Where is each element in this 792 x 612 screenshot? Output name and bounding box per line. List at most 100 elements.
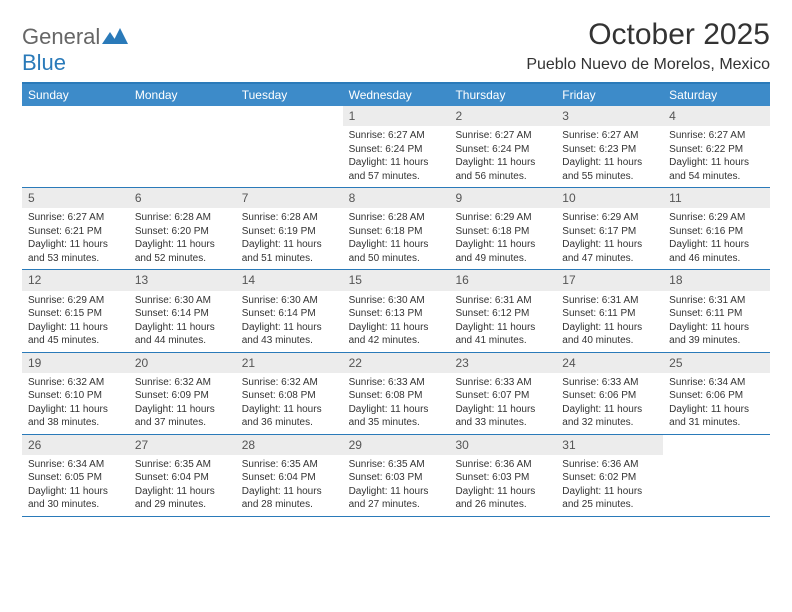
day-cell: 27Sunrise: 6:35 AMSunset: 6:04 PMDayligh… <box>129 435 236 516</box>
day-details: Sunrise: 6:35 AMSunset: 6:04 PMDaylight:… <box>129 455 236 516</box>
day-details: Sunrise: 6:36 AMSunset: 6:03 PMDaylight:… <box>449 455 556 516</box>
sunrise-line: Sunrise: 6:28 AM <box>135 211 230 225</box>
day-number: 5 <box>22 188 129 208</box>
sunset-line: Sunset: 6:08 PM <box>349 389 444 403</box>
day-cell: 29Sunrise: 6:35 AMSunset: 6:03 PMDayligh… <box>343 435 450 516</box>
sunrise-line: Sunrise: 6:29 AM <box>669 211 764 225</box>
day-details: Sunrise: 6:30 AMSunset: 6:14 PMDaylight:… <box>236 291 343 352</box>
day-number: 8 <box>343 188 450 208</box>
day-details: Sunrise: 6:34 AMSunset: 6:05 PMDaylight:… <box>22 455 129 516</box>
calendar: SundayMondayTuesdayWednesdayThursdayFrid… <box>22 82 770 517</box>
sunset-line: Sunset: 6:21 PM <box>28 225 123 239</box>
week-row: 5Sunrise: 6:27 AMSunset: 6:21 PMDaylight… <box>22 188 770 270</box>
day-details: Sunrise: 6:29 AMSunset: 6:15 PMDaylight:… <box>22 291 129 352</box>
empty-cell <box>129 106 236 187</box>
day-cell: 5Sunrise: 6:27 AMSunset: 6:21 PMDaylight… <box>22 188 129 269</box>
sunrise-line: Sunrise: 6:29 AM <box>28 294 123 308</box>
location: Pueblo Nuevo de Morelos, Mexico <box>526 56 770 74</box>
weekday-thursday: Thursday <box>449 84 556 106</box>
sunrise-line: Sunrise: 6:33 AM <box>562 376 657 390</box>
day-details: Sunrise: 6:36 AMSunset: 6:02 PMDaylight:… <box>556 455 663 516</box>
daylight-line: Daylight: 11 hours and 41 minutes. <box>455 321 550 348</box>
sunrise-line: Sunrise: 6:33 AM <box>455 376 550 390</box>
week-row: 12Sunrise: 6:29 AMSunset: 6:15 PMDayligh… <box>22 270 770 352</box>
sunrise-line: Sunrise: 6:31 AM <box>669 294 764 308</box>
day-cell: 22Sunrise: 6:33 AMSunset: 6:08 PMDayligh… <box>343 353 450 434</box>
day-number: 29 <box>343 435 450 455</box>
daylight-line: Daylight: 11 hours and 56 minutes. <box>455 156 550 183</box>
sunset-line: Sunset: 6:22 PM <box>669 143 764 157</box>
sunset-line: Sunset: 6:18 PM <box>349 225 444 239</box>
day-number: 12 <box>22 270 129 290</box>
sunset-line: Sunset: 6:02 PM <box>562 471 657 485</box>
day-number: 10 <box>556 188 663 208</box>
day-number: 27 <box>129 435 236 455</box>
daylight-line: Daylight: 11 hours and 42 minutes. <box>349 321 444 348</box>
sunrise-line: Sunrise: 6:35 AM <box>349 458 444 472</box>
day-details: Sunrise: 6:27 AMSunset: 6:24 PMDaylight:… <box>449 126 556 187</box>
sunrise-line: Sunrise: 6:34 AM <box>28 458 123 472</box>
sunset-line: Sunset: 6:05 PM <box>28 471 123 485</box>
week-row: 19Sunrise: 6:32 AMSunset: 6:10 PMDayligh… <box>22 353 770 435</box>
day-number: 17 <box>556 270 663 290</box>
day-number: 28 <box>236 435 343 455</box>
day-details: Sunrise: 6:29 AMSunset: 6:17 PMDaylight:… <box>556 208 663 269</box>
sunset-line: Sunset: 6:07 PM <box>455 389 550 403</box>
sunset-line: Sunset: 6:13 PM <box>349 307 444 321</box>
day-number: 15 <box>343 270 450 290</box>
day-number: 7 <box>236 188 343 208</box>
daylight-line: Daylight: 11 hours and 39 minutes. <box>669 321 764 348</box>
sunrise-line: Sunrise: 6:30 AM <box>242 294 337 308</box>
daylight-line: Daylight: 11 hours and 57 minutes. <box>349 156 444 183</box>
day-cell: 17Sunrise: 6:31 AMSunset: 6:11 PMDayligh… <box>556 270 663 351</box>
daylight-line: Daylight: 11 hours and 33 minutes. <box>455 403 550 430</box>
day-details: Sunrise: 6:31 AMSunset: 6:12 PMDaylight:… <box>449 291 556 352</box>
logo-mark-icon <box>102 26 128 44</box>
day-cell: 11Sunrise: 6:29 AMSunset: 6:16 PMDayligh… <box>663 188 770 269</box>
day-number: 9 <box>449 188 556 208</box>
weekday-tuesday: Tuesday <box>236 84 343 106</box>
daylight-line: Daylight: 11 hours and 32 minutes. <box>562 403 657 430</box>
sunset-line: Sunset: 6:04 PM <box>135 471 230 485</box>
day-number: 26 <box>22 435 129 455</box>
weekday-saturday: Saturday <box>663 84 770 106</box>
day-cell: 30Sunrise: 6:36 AMSunset: 6:03 PMDayligh… <box>449 435 556 516</box>
weeks-container: 1Sunrise: 6:27 AMSunset: 6:24 PMDaylight… <box>22 106 770 517</box>
day-cell: 8Sunrise: 6:28 AMSunset: 6:18 PMDaylight… <box>343 188 450 269</box>
empty-cell <box>663 435 770 516</box>
sunrise-line: Sunrise: 6:29 AM <box>455 211 550 225</box>
day-number: 4 <box>663 106 770 126</box>
weekday-monday: Monday <box>129 84 236 106</box>
day-number: 13 <box>129 270 236 290</box>
day-cell: 3Sunrise: 6:27 AMSunset: 6:23 PMDaylight… <box>556 106 663 187</box>
daylight-line: Daylight: 11 hours and 55 minutes. <box>562 156 657 183</box>
daylight-line: Daylight: 11 hours and 47 minutes. <box>562 238 657 265</box>
sunrise-line: Sunrise: 6:33 AM <box>349 376 444 390</box>
day-details: Sunrise: 6:33 AMSunset: 6:07 PMDaylight:… <box>449 373 556 434</box>
sunset-line: Sunset: 6:11 PM <box>669 307 764 321</box>
sunrise-line: Sunrise: 6:32 AM <box>242 376 337 390</box>
day-cell: 10Sunrise: 6:29 AMSunset: 6:17 PMDayligh… <box>556 188 663 269</box>
daylight-line: Daylight: 11 hours and 30 minutes. <box>28 485 123 512</box>
day-details: Sunrise: 6:35 AMSunset: 6:04 PMDaylight:… <box>236 455 343 516</box>
day-cell: 24Sunrise: 6:33 AMSunset: 6:06 PMDayligh… <box>556 353 663 434</box>
sunrise-line: Sunrise: 6:30 AM <box>135 294 230 308</box>
day-cell: 14Sunrise: 6:30 AMSunset: 6:14 PMDayligh… <box>236 270 343 351</box>
day-details: Sunrise: 6:28 AMSunset: 6:19 PMDaylight:… <box>236 208 343 269</box>
day-details: Sunrise: 6:32 AMSunset: 6:08 PMDaylight:… <box>236 373 343 434</box>
weekday-friday: Friday <box>556 84 663 106</box>
day-number: 16 <box>449 270 556 290</box>
daylight-line: Daylight: 11 hours and 51 minutes. <box>242 238 337 265</box>
logo: General Blue <box>22 18 128 76</box>
sunset-line: Sunset: 6:09 PM <box>135 389 230 403</box>
day-number: 1 <box>343 106 450 126</box>
sunset-line: Sunset: 6:24 PM <box>455 143 550 157</box>
sunrise-line: Sunrise: 6:31 AM <box>455 294 550 308</box>
sunset-line: Sunset: 6:11 PM <box>562 307 657 321</box>
sunset-line: Sunset: 6:08 PM <box>242 389 337 403</box>
daylight-line: Daylight: 11 hours and 36 minutes. <box>242 403 337 430</box>
day-cell: 7Sunrise: 6:28 AMSunset: 6:19 PMDaylight… <box>236 188 343 269</box>
day-details: Sunrise: 6:33 AMSunset: 6:08 PMDaylight:… <box>343 373 450 434</box>
daylight-line: Daylight: 11 hours and 40 minutes. <box>562 321 657 348</box>
sunset-line: Sunset: 6:14 PM <box>135 307 230 321</box>
